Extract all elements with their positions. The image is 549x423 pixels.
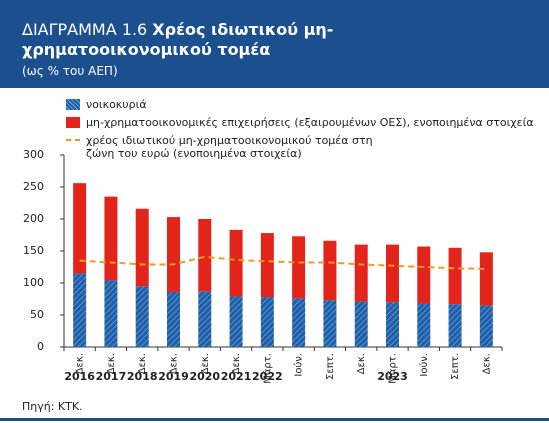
- bar-segment: [292, 298, 306, 347]
- legend-item: χρέος ιδιωτικού μη-χρηματοοικονομικού το…: [66, 134, 386, 160]
- bar-segment: [167, 291, 180, 347]
- legend-label: μη-χρηματοοικονομικές επιχειρήσεις (εξαι…: [86, 116, 534, 129]
- bar-segment: [448, 304, 462, 347]
- bar-segment: [104, 196, 118, 281]
- line-series: [79, 255, 487, 270]
- legend-swatch: [66, 139, 80, 141]
- y-tick-label: 0: [37, 340, 44, 353]
- legend-swatch: [66, 117, 80, 128]
- legend-label: νοικοκυριά: [86, 98, 147, 111]
- y-tick-label: 100: [23, 276, 44, 289]
- x-year-label: 2016: [64, 370, 95, 383]
- header: ΔΙΑΓΡΑΜΜΑ 1.6 Χρέος ιδιωτικού μη-χρηματο…: [0, 0, 549, 88]
- x-tick-label: Ιούν.: [293, 353, 305, 377]
- bar-segment: [386, 302, 399, 347]
- legend-label: χρέος ιδιωτικού μη-χρηματοοικονομικού το…: [86, 134, 373, 160]
- x-year-label: 2021: [221, 370, 252, 383]
- x-tick-label: Δεκ.: [169, 353, 180, 374]
- legend-item: μη-χρηματοοικονομικές επιχειρήσεις (εξαι…: [66, 116, 536, 129]
- bar-segment: [260, 297, 274, 347]
- x-tick-label: Σεπτ.: [450, 353, 461, 380]
- x-year-label: 2019: [158, 370, 189, 383]
- bar-segment: [73, 183, 87, 274]
- bar-segment: [479, 252, 493, 306]
- x-tick-label: Ιούν.: [418, 353, 430, 377]
- source: Πηγή: ΚΤΚ.: [22, 400, 83, 413]
- x-year-label: 2017: [96, 370, 127, 383]
- bar-segment: [229, 229, 243, 297]
- bar-segment: [417, 303, 431, 347]
- bar-segment: [354, 301, 368, 347]
- bar-segment: [479, 305, 493, 347]
- bar-segment: [73, 273, 87, 347]
- x-year-label: 2023: [377, 370, 408, 383]
- x-year-label: 2018: [127, 370, 158, 383]
- bar-segment: [323, 240, 337, 301]
- bar-segment: [260, 233, 274, 298]
- bar-segment: [135, 286, 149, 347]
- legend-swatch: [66, 99, 80, 110]
- x-tick-label: Δεκ.: [356, 353, 367, 374]
- y-tick-label: 200: [23, 212, 44, 225]
- chart-title: Χρέος ιδιωτικού μη-χρηματοοικονομικού το…: [22, 20, 334, 59]
- x-tick-label: Σεπτ.: [325, 353, 336, 380]
- y-tick-label: 50: [30, 308, 44, 321]
- bar-segment: [417, 246, 431, 304]
- x-tick-label: Δεκ.: [200, 353, 211, 374]
- bar-segment: [386, 244, 399, 303]
- bar-segment: [354, 244, 368, 302]
- x-tick-label: Δεκ.: [106, 353, 117, 374]
- x-tick-label: Δεκ.: [481, 353, 492, 374]
- bar-segment: [229, 296, 243, 347]
- bar-segment: [167, 217, 180, 292]
- y-tick-label: 250: [23, 180, 44, 193]
- x-tick-label: Μάρτ.: [387, 353, 399, 384]
- bar-segment: [448, 247, 462, 305]
- x-year-label: 2020: [189, 370, 220, 383]
- bottom-rule: [0, 418, 549, 421]
- bar-segment: [292, 236, 306, 299]
- x-year-label: 2022: [252, 370, 283, 383]
- bar-segment: [198, 291, 212, 347]
- subtitle: (ως % του ΑΕΠ): [22, 64, 118, 78]
- y-tick-label: 300: [23, 148, 44, 161]
- bar-segment: [323, 300, 337, 347]
- bar-segment: [135, 208, 149, 287]
- title-block: ΔΙΑΓΡΑΜΜΑ 1.6 Χρέος ιδιωτικού μη-χρηματο…: [22, 20, 402, 60]
- x-tick-label: Δεκ.: [231, 353, 242, 374]
- y-tick-label: 150: [23, 244, 44, 257]
- bar-segment: [104, 280, 118, 347]
- legend: νοικοκυριά μη-χρηματοοικονομικές επιχειρή…: [66, 98, 536, 165]
- x-tick-label: Δεκ.: [137, 353, 148, 374]
- figure-label: ΔΙΑΓΡΑΜΜΑ 1.6: [22, 20, 148, 39]
- legend-item: νοικοκυριά: [66, 98, 536, 111]
- bar-segment: [198, 219, 212, 292]
- x-tick-label: Δεκ.: [75, 353, 86, 374]
- x-tick-label: Μάρτ.: [261, 353, 273, 384]
